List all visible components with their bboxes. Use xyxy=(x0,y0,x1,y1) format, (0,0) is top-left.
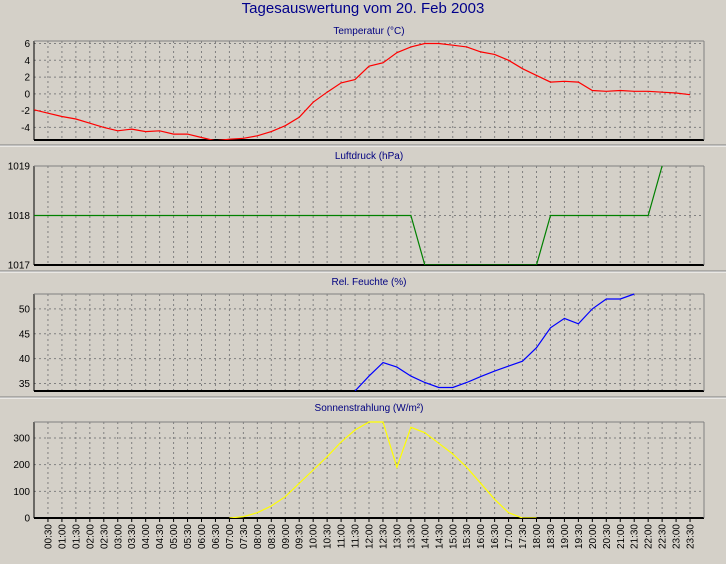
ytick-label-3-0: 300 xyxy=(13,434,30,445)
xtick-label-19: 10:00 xyxy=(309,524,320,549)
xtick-label-10: 05:30 xyxy=(183,524,194,549)
xtick-label-35: 18:00 xyxy=(532,524,543,549)
xtick-label-31: 16:00 xyxy=(476,524,487,549)
xtick-label-24: 12:30 xyxy=(378,524,389,549)
xtick-label-33: 17:00 xyxy=(504,524,515,549)
xtick-label-30: 15:30 xyxy=(462,524,473,549)
ytick-label-0-3: 0 xyxy=(24,89,30,100)
xtick-label-20: 10:30 xyxy=(323,524,334,549)
ytick-label-2-3: 35 xyxy=(19,379,31,390)
ytick-label-0-5: -4 xyxy=(21,123,30,134)
xtick-label-37: 19:00 xyxy=(560,524,571,549)
xtick-label-41: 21:00 xyxy=(616,524,627,549)
xtick-label-32: 16:30 xyxy=(490,524,501,549)
xtick-label-1: 01:00 xyxy=(57,524,68,549)
xtick-label-11: 06:00 xyxy=(197,524,208,549)
ytick-label-1-0: 1019 xyxy=(8,162,31,173)
ytick-label-1-2: 1017 xyxy=(8,261,31,272)
xtick-label-27: 14:00 xyxy=(420,524,431,549)
xtick-label-44: 22:30 xyxy=(658,524,669,549)
xtick-label-23: 12:00 xyxy=(365,524,376,549)
ytick-label-3-3: 0 xyxy=(24,514,30,525)
xtick-label-12: 06:30 xyxy=(211,524,222,549)
xtick-label-42: 21:30 xyxy=(630,524,641,549)
xtick-label-34: 17:30 xyxy=(518,524,529,549)
ytick-label-0-2: 2 xyxy=(24,73,30,84)
xtick-label-46: 23:30 xyxy=(686,524,697,549)
xtick-label-0: 00:30 xyxy=(43,524,54,549)
ytick-label-0-1: 4 xyxy=(24,56,30,67)
xtick-label-17: 09:00 xyxy=(281,524,292,549)
series-line-1 xyxy=(34,165,663,265)
ytick-label-2-0: 50 xyxy=(19,304,31,315)
chart-title-2: Rel. Feuchte (%) xyxy=(331,277,406,288)
xtick-label-2: 01:30 xyxy=(71,524,82,549)
xtick-label-4: 02:30 xyxy=(99,524,110,549)
xtick-label-21: 11:00 xyxy=(337,524,348,549)
xtick-label-9: 05:00 xyxy=(169,524,180,549)
ytick-label-1-1: 1018 xyxy=(8,211,31,222)
xtick-label-38: 19:30 xyxy=(574,524,585,549)
xtick-label-25: 13:00 xyxy=(392,524,403,549)
xtick-label-16: 08:30 xyxy=(267,524,278,549)
xtick-label-14: 07:30 xyxy=(239,524,250,549)
xtick-label-43: 22:00 xyxy=(644,524,655,549)
chart-title-0: Temperatur (°C) xyxy=(333,26,404,37)
xtick-label-15: 08:00 xyxy=(253,524,264,549)
xtick-label-7: 04:00 xyxy=(141,524,152,549)
ytick-label-3-1: 200 xyxy=(13,460,30,471)
xtick-label-18: 09:30 xyxy=(295,524,306,549)
ytick-label-0-0: 6 xyxy=(24,39,30,50)
ytick-label-3-2: 100 xyxy=(13,487,30,498)
xtick-label-29: 15:00 xyxy=(448,524,459,549)
xtick-label-5: 03:00 xyxy=(113,524,124,549)
xtick-label-6: 03:30 xyxy=(127,524,138,549)
xtick-label-36: 18:30 xyxy=(546,524,557,549)
xtick-label-45: 23:00 xyxy=(672,524,683,549)
series-line-0 xyxy=(34,42,691,140)
series-line-3 xyxy=(229,421,537,518)
xtick-label-40: 20:30 xyxy=(602,524,613,549)
xtick-label-13: 07:00 xyxy=(225,524,236,549)
xtick-label-39: 20:00 xyxy=(588,524,599,549)
main-title: Tagesauswertung vom 20. Feb 2003 xyxy=(241,0,485,17)
chart-title-1: Luftdruck (hPa) xyxy=(335,151,403,162)
xtick-label-28: 14:30 xyxy=(434,524,445,549)
ytick-label-2-2: 40 xyxy=(19,354,31,365)
xtick-label-3: 02:00 xyxy=(85,524,96,549)
ytick-label-0-4: -2 xyxy=(21,106,30,117)
xtick-label-8: 04:30 xyxy=(155,524,166,549)
chart-title-3: Sonnenstrahlung (W/m²) xyxy=(315,403,424,414)
xtick-label-22: 11:30 xyxy=(351,524,362,549)
series-line-2 xyxy=(354,293,635,391)
ytick-label-2-1: 45 xyxy=(19,329,31,340)
xtick-label-26: 13:30 xyxy=(406,524,417,549)
